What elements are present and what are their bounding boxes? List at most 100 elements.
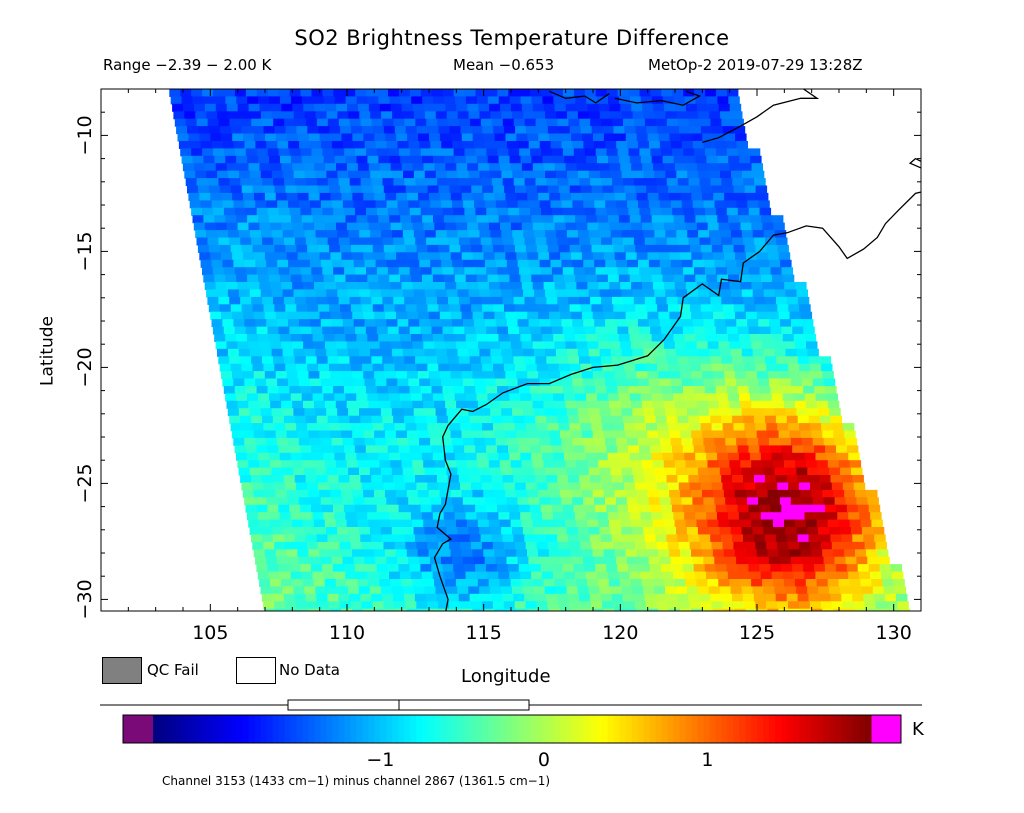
swath-cell [176, 126, 188, 135]
swath-cell [897, 601, 909, 610]
swath-cell [244, 378, 256, 387]
swath-cell [698, 289, 710, 298]
swath-cell [694, 148, 706, 157]
swath-cell [498, 393, 510, 402]
swath-heatmap [169, 89, 911, 611]
swath-cell [573, 564, 585, 573]
swath-cell [612, 178, 624, 187]
swath-cell [583, 200, 595, 209]
swath-cell [540, 326, 553, 335]
swath-cell [752, 170, 765, 179]
swath-cell [526, 185, 538, 194]
swath-cell [445, 341, 457, 350]
swath-cell [367, 155, 379, 164]
swath-cell [648, 437, 661, 446]
swath-cell [413, 408, 426, 417]
swath-cell [474, 259, 486, 268]
swath-cell [409, 267, 422, 276]
swath-cell [217, 348, 229, 357]
swath-cell [397, 200, 409, 209]
swath-cell [566, 348, 579, 357]
swath-cell [443, 512, 456, 521]
swath-cell [414, 593, 427, 602]
swath-cell [423, 460, 435, 469]
swath-cell [722, 482, 734, 491]
swath-cell [516, 430, 528, 439]
swath-cell [272, 415, 285, 424]
swath-cell [867, 497, 879, 506]
swath-cell [293, 230, 306, 239]
swath-cell [270, 103, 282, 112]
swath-cell [457, 348, 469, 357]
swath-cell [291, 579, 304, 587]
swath-cell [538, 252, 550, 261]
swath-cell [217, 289, 229, 298]
swath-cell [741, 586, 754, 595]
swath-cell [308, 608, 320, 611]
swath-cell [597, 215, 609, 224]
swath-cell [556, 170, 568, 179]
swath-cell [390, 282, 403, 290]
swath-cell [334, 155, 347, 164]
swath-cell [657, 363, 669, 372]
swath-cell [794, 579, 807, 587]
swath-cell [439, 252, 452, 261]
swath-cell [520, 571, 532, 580]
swath-cell [845, 556, 857, 565]
swath-cell [702, 371, 714, 380]
swath-cell [682, 504, 695, 513]
swath-cell [657, 304, 669, 313]
swath-cell [592, 608, 605, 611]
swath-cell [257, 393, 270, 402]
swath-cell [277, 259, 289, 268]
swath-cell [758, 556, 770, 565]
swath-cell [345, 571, 357, 580]
swath-cell [620, 282, 632, 290]
swath-cell [579, 475, 591, 483]
swath-cell [308, 133, 321, 142]
swath-cell [532, 460, 545, 469]
swath-cell [394, 482, 406, 491]
swath-cell [766, 482, 778, 491]
swath-cell [771, 334, 784, 342]
swath-cell [350, 363, 363, 372]
swath-cell [821, 363, 833, 372]
swath-cell [323, 96, 336, 105]
swath-cell [264, 252, 277, 261]
swath-cell [306, 118, 318, 127]
swath-cell [573, 386, 586, 394]
swath-cell [728, 452, 740, 461]
swath-cell [222, 378, 234, 387]
swath-cell [457, 408, 469, 417]
swath-cell [807, 348, 819, 357]
swath-cell [673, 215, 685, 224]
swath-cell [423, 282, 435, 290]
swath-cell [343, 564, 356, 573]
swath-cell [562, 207, 575, 216]
swath-cell [719, 467, 732, 476]
swath-cell [810, 423, 822, 432]
swath-cell [648, 497, 661, 506]
swath-cell [301, 334, 314, 342]
swath-cell [527, 133, 539, 142]
swath-cell [210, 133, 222, 142]
swath-cell [301, 155, 314, 164]
swath-cell [719, 289, 732, 298]
swath-cell [279, 334, 292, 342]
swath-cell [301, 274, 314, 283]
swath-cell [683, 207, 695, 216]
swath-cell [578, 593, 591, 602]
swath-cell [706, 512, 718, 521]
swath-cell [362, 126, 374, 135]
swath-cell [502, 118, 515, 127]
swath-cell [553, 334, 565, 342]
swath-cell [211, 200, 224, 209]
swath-cell [579, 356, 591, 365]
swath-cell [639, 504, 651, 513]
swath-cell [501, 289, 513, 298]
swath-cell [659, 259, 672, 268]
swath-cell [308, 311, 321, 320]
swath-cell [389, 155, 401, 164]
swath-cell [253, 371, 266, 380]
swath-cell [506, 378, 519, 387]
